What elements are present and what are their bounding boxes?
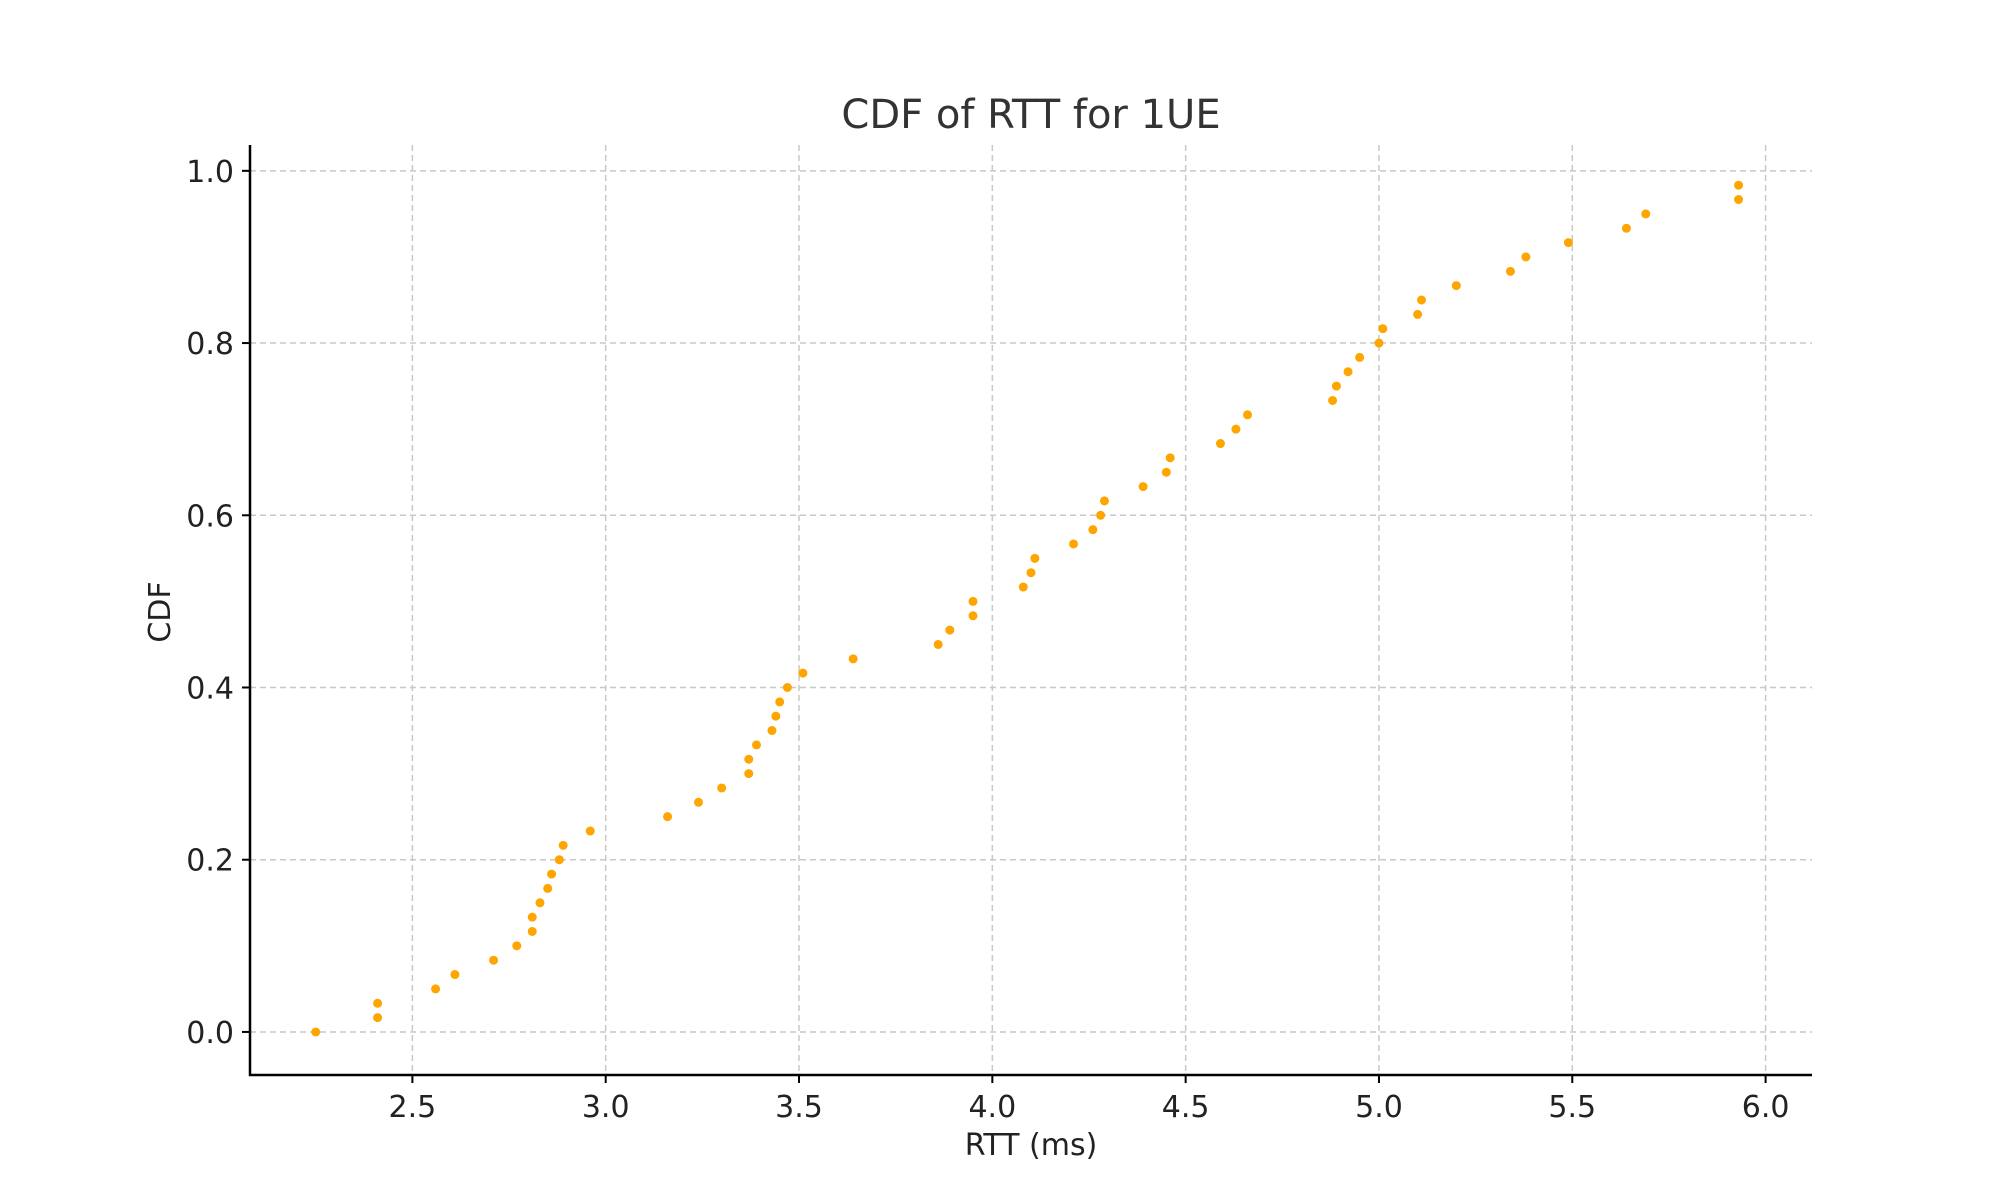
- data-point: [1018, 582, 1028, 592]
- x-tick-label: 5.5: [1548, 1090, 1596, 1125]
- data-point: [585, 826, 595, 836]
- data-point: [968, 596, 978, 606]
- data-point: [782, 683, 792, 692]
- x-tick-label: 5.0: [1355, 1090, 1403, 1125]
- x-tick-label: 2.5: [389, 1090, 437, 1125]
- y-axis-label: CDF: [143, 581, 178, 642]
- data-point: [1413, 309, 1423, 319]
- data-point: [1231, 424, 1241, 434]
- data-point: [1331, 381, 1341, 391]
- x-tick-label: 3.0: [582, 1090, 630, 1125]
- data-point: [798, 668, 808, 678]
- y-tick-label: 1.0: [186, 155, 234, 190]
- data-point: [1215, 439, 1225, 449]
- data-point: [1563, 238, 1573, 248]
- data-point: [1243, 410, 1253, 420]
- data-point: [547, 869, 557, 879]
- data-point: [1088, 525, 1098, 535]
- data-point: [1521, 252, 1531, 262]
- data-point: [933, 639, 943, 649]
- data-point: [311, 1027, 321, 1037]
- data-point: [663, 812, 673, 822]
- y-tick-label: 0.0: [186, 1016, 234, 1051]
- data-point: [1343, 367, 1353, 377]
- data-point: [489, 955, 499, 965]
- data-point: [717, 783, 727, 793]
- data-point: [543, 883, 553, 893]
- x-tick-label: 6.0: [1742, 1090, 1790, 1125]
- y-tick-label: 0.4: [186, 672, 234, 707]
- data-point: [775, 697, 785, 707]
- y-tick-label: 0.6: [186, 499, 234, 534]
- data-point: [527, 912, 537, 922]
- axes: [248, 145, 1812, 1077]
- data-point: [431, 984, 441, 994]
- data-point: [1378, 324, 1388, 334]
- data-point: [558, 840, 568, 850]
- data-point: [848, 654, 858, 664]
- x-tick-label: 4.0: [968, 1090, 1016, 1125]
- y-tick-label: 0.2: [186, 844, 234, 879]
- data-point: [744, 754, 754, 764]
- y-tick-label: 0.8: [186, 327, 234, 362]
- data-point: [450, 970, 460, 980]
- data-point: [1069, 539, 1079, 549]
- data-point: [535, 898, 545, 908]
- data-point: [1099, 496, 1109, 506]
- data-point: [512, 941, 522, 951]
- data-point: [1328, 395, 1338, 405]
- y-axis-ticks: 0.0 0.2 0.4 0.6 0.8 1.0: [186, 155, 250, 1051]
- data-point: [1026, 568, 1036, 578]
- data-point: [767, 726, 777, 736]
- data-point: [1138, 482, 1148, 492]
- data-point: [527, 926, 537, 936]
- data-point: [1161, 467, 1171, 477]
- x-axis-ticks: 2.5 3.0 3.5 4.0 4.5 5.0 5.5 6.0: [389, 1075, 1790, 1125]
- x-tick-label: 3.5: [775, 1090, 823, 1125]
- data-point: [744, 769, 754, 779]
- data-point: [751, 740, 761, 750]
- data-point: [1355, 352, 1365, 362]
- axis-frame-left-bottom: [248, 145, 1812, 1077]
- x-tick-label: 4.5: [1162, 1090, 1210, 1125]
- data-point: [554, 855, 564, 865]
- data-point: [1734, 195, 1744, 205]
- data-point: [693, 797, 703, 807]
- data-point: [373, 1013, 383, 1023]
- data-point: [373, 998, 383, 1008]
- data-point: [1734, 180, 1744, 190]
- data-point: [1417, 295, 1426, 305]
- data-point: [1030, 553, 1040, 563]
- data-points: [311, 180, 1744, 1037]
- data-point: [968, 611, 978, 621]
- data-point: [945, 625, 955, 635]
- data-point: [1096, 510, 1106, 520]
- data-point: [1641, 209, 1651, 219]
- data-point: [1621, 223, 1631, 233]
- data-point: [1165, 453, 1175, 463]
- data-point: [1451, 281, 1461, 291]
- data-point: [771, 711, 781, 721]
- data-point: [1374, 338, 1384, 348]
- data-point: [1505, 266, 1515, 276]
- x-axis-label: RTT (ms): [965, 1128, 1098, 1163]
- chart-title: CDF of RTT for 1UE: [841, 92, 1220, 138]
- grid-lines: [250, 145, 1812, 1075]
